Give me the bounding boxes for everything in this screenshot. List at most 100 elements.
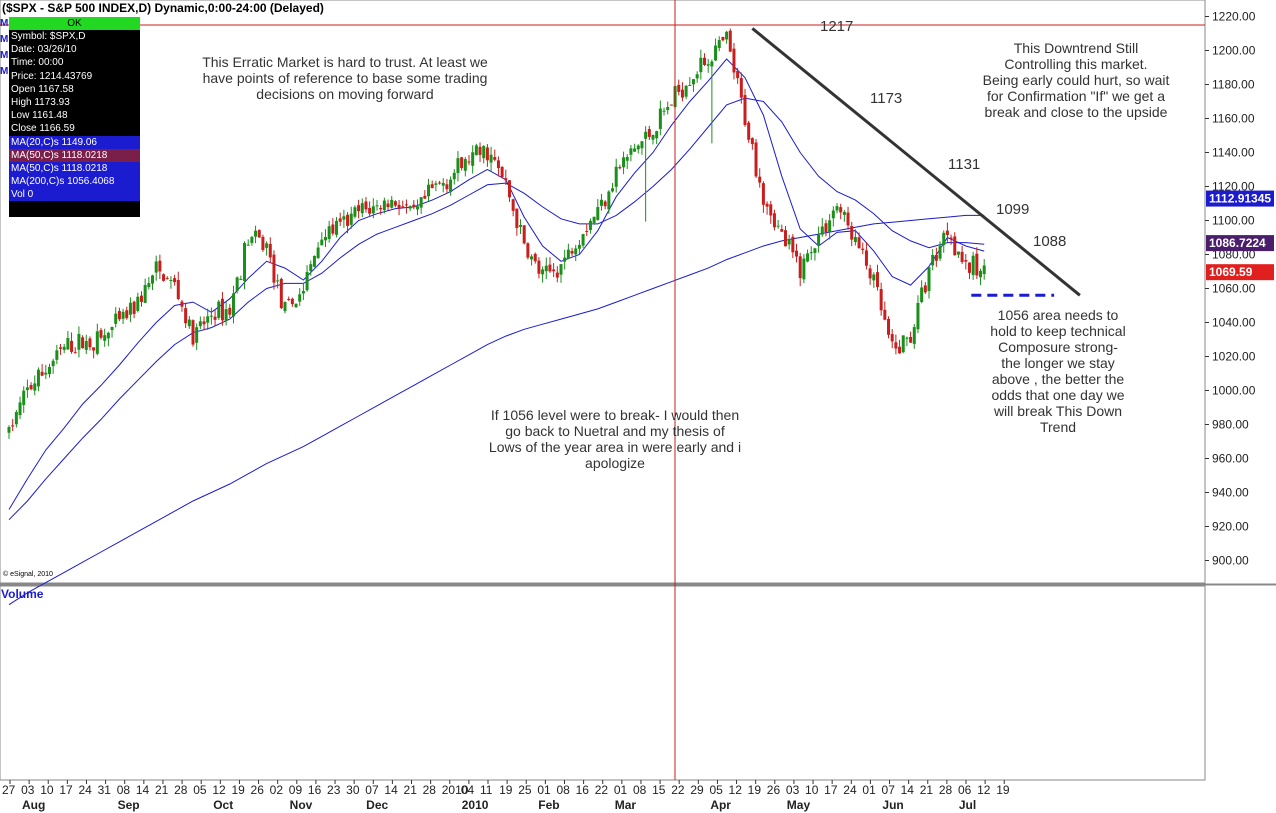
x-day-label: 08 — [556, 783, 570, 797]
candle-body — [669, 104, 673, 106]
x-day-label: 23 — [327, 783, 341, 797]
candle-body — [739, 78, 743, 98]
candle-body — [452, 172, 456, 180]
candle-body — [603, 201, 607, 207]
candle-body — [585, 230, 589, 232]
candle-body — [901, 335, 905, 353]
candle-body — [364, 201, 368, 210]
candle-body — [239, 278, 243, 280]
y-tick-label: 920.00 — [1212, 520, 1249, 534]
candle-body — [73, 352, 77, 354]
x-day-label: 05 — [193, 783, 207, 797]
annotation-line: apologize — [585, 455, 645, 471]
candle-body — [139, 295, 143, 302]
candle-body — [290, 298, 294, 305]
candle-body — [842, 211, 846, 215]
candle-body — [180, 301, 184, 307]
annotation-1056-break: If 1056 level were to break- I would the… — [460, 407, 770, 471]
candle-body — [445, 184, 449, 190]
candle-body — [795, 250, 799, 257]
y-tick-label: 1120.00 — [1212, 180, 1255, 194]
data-row: Open 1167.58 — [11, 83, 74, 95]
x-month-label: Nov — [290, 798, 313, 812]
candle-body — [883, 309, 887, 320]
candle-body — [95, 331, 99, 354]
candle-body — [254, 230, 258, 237]
annotation-line: Controlling this market. — [1004, 56, 1148, 72]
candle-body — [537, 260, 541, 274]
candle-body — [931, 254, 935, 266]
candle-body — [231, 293, 235, 317]
x-day-label: 28 — [423, 783, 437, 797]
study-marker: M — [0, 18, 9, 29]
candle-body — [934, 254, 938, 261]
data-row: Price: 1214.43769 — [11, 70, 93, 82]
candle-body — [162, 274, 166, 281]
x-day-label: 12 — [729, 783, 743, 797]
candle-body — [754, 142, 758, 177]
y-tick-label: 1040.00 — [1212, 316, 1256, 330]
candle-body — [640, 141, 644, 149]
candle-body — [379, 207, 383, 210]
x-day-label: 03 — [21, 783, 35, 797]
candle-body — [644, 131, 648, 139]
candle-body — [555, 272, 559, 278]
y-tick-label: 980.00 — [1212, 418, 1249, 432]
y-tick-label: 1180.00 — [1212, 78, 1255, 92]
data-window[interactable]: OK Symbol: $SPX,D Date: 03/26/10 Time: 0… — [9, 17, 140, 217]
candle-body — [732, 48, 736, 73]
candle-body — [261, 236, 265, 250]
candle-body — [121, 311, 125, 319]
candle-body — [964, 260, 968, 262]
candle-body — [680, 89, 684, 98]
candle-body — [570, 250, 574, 254]
candle-body — [154, 261, 158, 273]
y-tick-label: 900.00 — [1212, 554, 1249, 568]
candle-body — [423, 195, 427, 199]
candle-body — [70, 340, 74, 352]
candle-body — [195, 327, 199, 343]
candle-body — [360, 203, 364, 214]
vol-row: Vol 0 — [9, 188, 140, 202]
candle-body — [143, 285, 147, 303]
candle-body — [66, 338, 70, 350]
candle-body — [441, 182, 445, 186]
x-day-label: 27 — [2, 783, 16, 797]
y-tick-label: 1100.00 — [1212, 214, 1255, 228]
candle-body — [879, 288, 883, 311]
annotation-line: odds that one day we — [991, 387, 1125, 403]
volume-panel — [0, 585, 1206, 781]
x-day-label: 31 — [98, 783, 112, 797]
candle-body — [33, 383, 37, 391]
candle-body — [92, 347, 96, 351]
candle-body — [106, 332, 110, 339]
candle-body — [47, 366, 51, 375]
candle-body — [88, 338, 92, 348]
candle-body — [835, 206, 839, 211]
candle-body — [714, 45, 718, 61]
candle-body — [691, 79, 695, 85]
x-day-label: 10 — [40, 783, 54, 797]
candle-body — [923, 285, 927, 293]
candle-body — [982, 265, 986, 275]
candle-body — [467, 161, 471, 163]
candle-body — [920, 287, 924, 303]
candle-body — [618, 167, 622, 169]
candle-body — [772, 213, 776, 228]
x-day-label: 21 — [404, 783, 418, 797]
candle-body — [213, 316, 217, 320]
candle-body — [243, 243, 247, 282]
candle-body — [62, 346, 66, 350]
x-day-label: 19 — [996, 783, 1010, 797]
candle-body — [533, 253, 537, 262]
candle-body — [393, 201, 397, 206]
x-day-label: 29 — [690, 783, 704, 797]
x-day-label: 01 — [537, 783, 551, 797]
candle-body — [890, 334, 894, 342]
x-month-label: Apr — [710, 798, 731, 812]
price-tag-label: 1112.91345 — [1209, 192, 1271, 206]
candle-body — [427, 184, 431, 197]
candle-body — [953, 236, 957, 256]
level-label-1088: 1088 — [1033, 233, 1067, 250]
annotation-downtrend: This Downtrend Still Controlling this ma… — [960, 40, 1192, 120]
